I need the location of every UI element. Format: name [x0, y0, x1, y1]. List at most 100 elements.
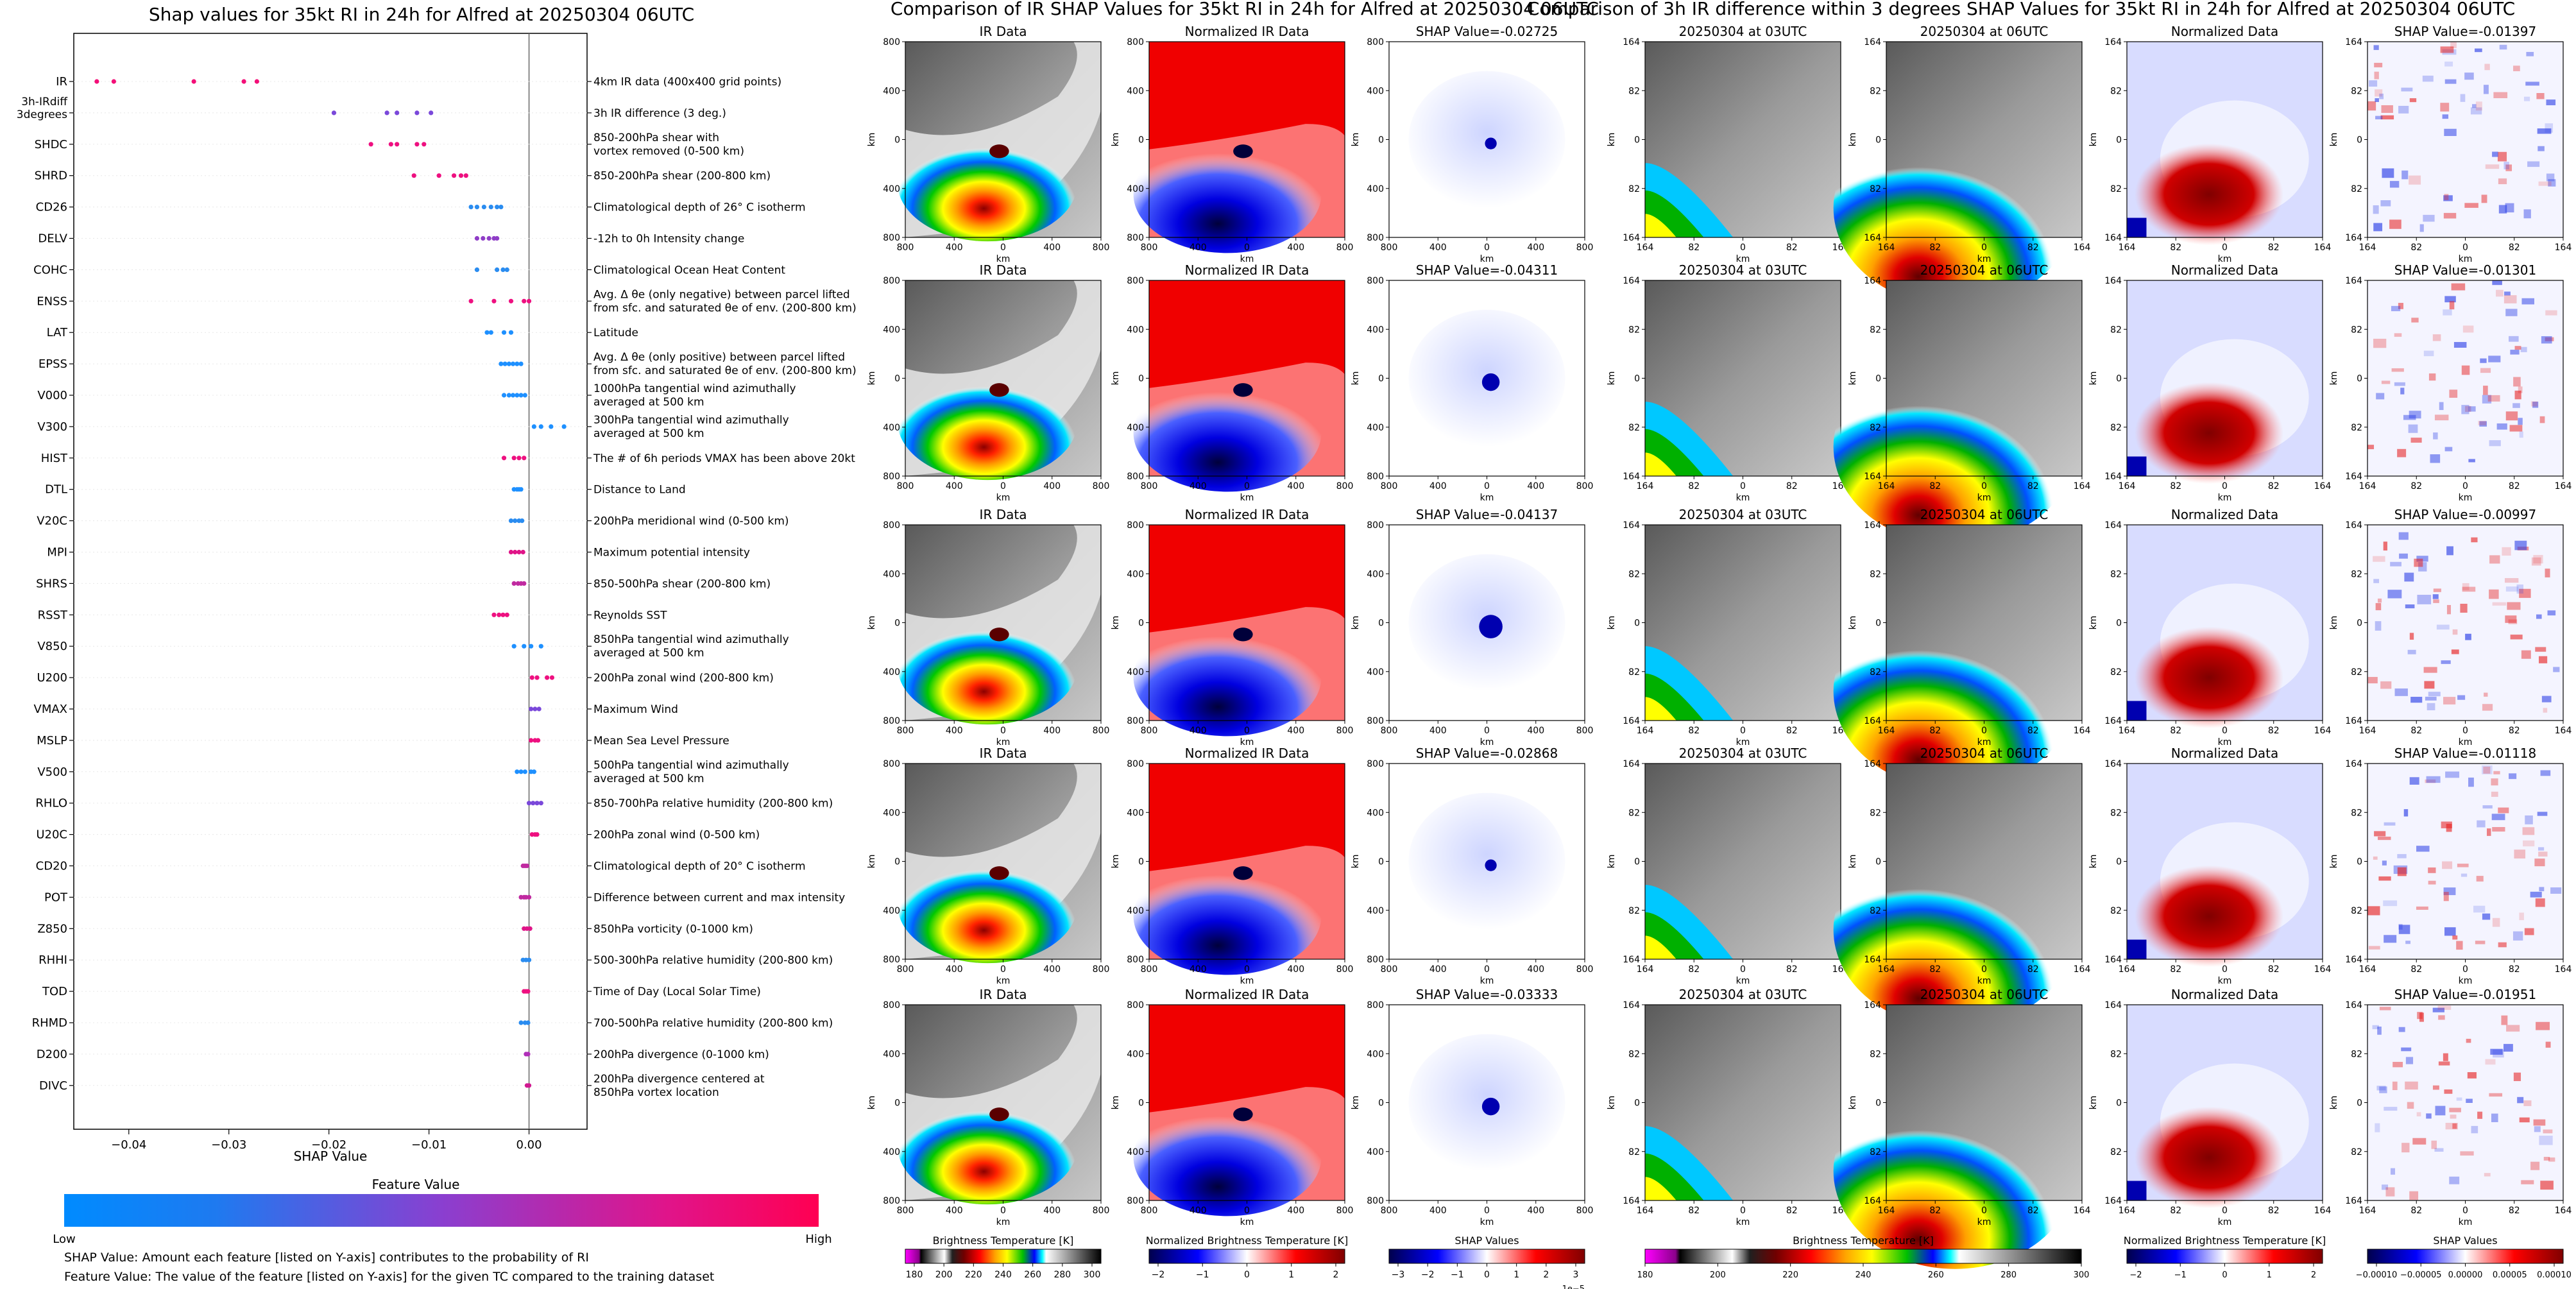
y-tick-label: 0 [1875, 135, 1881, 146]
noise-patch [2538, 181, 2552, 186]
noise-patch [2441, 821, 2452, 828]
noise-patch [2478, 420, 2487, 425]
noise-patch [2453, 342, 2467, 348]
x-tick-label: 82 [2509, 243, 2520, 253]
y-tick-label: 800 [883, 472, 900, 482]
panel-title: 20250304 at 03UTC [1679, 507, 1807, 522]
colorbar-tick-label: 2 [2311, 1270, 2316, 1280]
noise-patch [2382, 168, 2394, 178]
noise-patch [2518, 386, 2523, 393]
noise-patch [2532, 402, 2539, 408]
y-tick-label: 82 [1870, 808, 1881, 818]
noise-patch [2450, 1114, 2457, 1119]
noise-background [2367, 1005, 2563, 1200]
noise-patch [2416, 1112, 2421, 1117]
noise-patch [2498, 178, 2507, 185]
y-tick-label: 0 [2116, 857, 2122, 867]
bt-edge-warm [1645, 697, 1676, 721]
y-axis-label: km [2329, 133, 2339, 147]
x-tick-label: 82 [2509, 481, 2520, 491]
noise-patch [2471, 1125, 2478, 1134]
noise-patch [2428, 867, 2436, 873]
y-tick-label: 0 [1378, 374, 1384, 384]
x-tick-label: 82 [2170, 243, 2181, 253]
y-tick-label: 800 [1367, 472, 1384, 482]
panel-title: 20250304 at 03UTC [1679, 746, 1807, 761]
y-tick-label: 0 [1875, 857, 1881, 867]
y-tick-label: 164 [2345, 233, 2362, 243]
y-tick-label: 0 [2357, 857, 2362, 867]
y-tick-label: 800 [1127, 1196, 1144, 1206]
shap-point [522, 769, 527, 774]
noise-patch [2441, 660, 2451, 664]
irdiff-shap-comparison: Comparison of 3h IR difference within 3 … [1527, 0, 2572, 1280]
y-tick-label: 0 [1634, 857, 1640, 867]
x-axis-label: km [2218, 737, 2232, 747]
feature-description: 200hPa divergence (0-1000 km) [593, 1048, 769, 1061]
y-tick-label: 400 [1367, 1049, 1384, 1059]
y-tick-label: 0 [1634, 135, 1640, 146]
noise-patch [2535, 647, 2546, 652]
ir-comparison-title: Comparison of IR SHAP Values for 35kt RI… [891, 0, 1599, 19]
x-axis-label: km [1240, 254, 1254, 264]
feature-name-label: U20C [36, 828, 67, 842]
x-axis-label: km [1240, 493, 1254, 503]
feature-name-label: V20C [37, 515, 67, 528]
x-tick-label: 82 [2410, 481, 2422, 491]
noise-patch [2446, 546, 2453, 556]
noise-patch [2475, 941, 2486, 944]
noise-patch [2545, 310, 2557, 316]
shap-point [534, 832, 540, 837]
feature-name-label: ENSS [37, 295, 67, 308]
colorbar-tick-label: 180 [1637, 1270, 1653, 1280]
colorbar-tick-label: 200 [1710, 1270, 1726, 1280]
noise-patch [2443, 887, 2456, 896]
noise-patch [2410, 438, 2422, 443]
x-tick-label: 164 [2555, 243, 2572, 253]
feature-name-label: U200 [37, 671, 67, 685]
noise-patch [2504, 577, 2519, 583]
y-tick-label: 82 [2110, 1147, 2122, 1157]
shap-value-note: SHAP Value: Amount each feature [listed … [64, 1251, 589, 1265]
y-tick-label: 82 [2110, 184, 2122, 194]
x-tick-label: 800 [1093, 726, 1110, 736]
feature-name-label: DTL [45, 483, 67, 497]
norm-corner [2127, 1181, 2147, 1200]
colorbar-gradient [905, 1249, 1102, 1264]
x-axis-label: km [1977, 1217, 1992, 1227]
y-tick-label: 82 [1628, 1049, 1640, 1059]
x-tick-label: 0 [1740, 243, 1746, 253]
x-tick-label: 0 [2222, 243, 2228, 253]
y-tick-label: 82 [2351, 808, 2362, 818]
noise-patch [2464, 203, 2478, 208]
feature-description: 850-200hPa shear (200-800 km) [593, 170, 771, 183]
noise-patch [2389, 219, 2401, 229]
noise-patch [2512, 931, 2523, 941]
shap-point [561, 424, 567, 429]
feature-row: SHRD 850-200hPa shear (200-800 km) [35, 169, 771, 183]
x-tick-label: 400 [1429, 1206, 1447, 1216]
feature-description: Climatological depth of 26° C isotherm [593, 201, 806, 214]
noise-patch [2482, 913, 2491, 920]
x-tick-label: 400 [1429, 243, 1447, 253]
feature-colorbar-title: Feature Value [372, 1177, 460, 1192]
noise-patch [2374, 71, 2379, 80]
noise-patch [2539, 1136, 2553, 1145]
x-axis-label: km [2459, 976, 2473, 986]
colorbar-tick-label: −1 [1196, 1270, 1209, 1280]
x-tick-label: 400 [1429, 726, 1447, 736]
y-tick-label: 400 [1127, 423, 1144, 433]
noise-patch [2468, 459, 2475, 463]
noise-patch [2461, 873, 2468, 877]
colorbar-tick-label: 0.00005 [2493, 1270, 2527, 1280]
shap-point [191, 79, 196, 84]
noise-patch [2385, 1187, 2395, 1197]
shap-point [515, 769, 520, 774]
x-tick-label: 82 [2170, 481, 2181, 491]
norm-corner [2127, 701, 2147, 721]
x-tick-label: 800 [897, 964, 914, 975]
noise-patch [2489, 1093, 2503, 1097]
noise-patch [2550, 887, 2562, 894]
x-tick-label: 0 [1740, 964, 1746, 975]
noise-patch [2394, 333, 2402, 337]
